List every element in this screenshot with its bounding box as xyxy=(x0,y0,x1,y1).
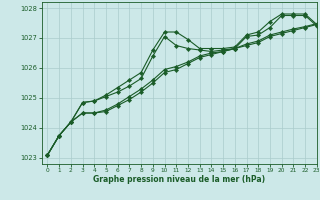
X-axis label: Graphe pression niveau de la mer (hPa): Graphe pression niveau de la mer (hPa) xyxy=(93,175,265,184)
